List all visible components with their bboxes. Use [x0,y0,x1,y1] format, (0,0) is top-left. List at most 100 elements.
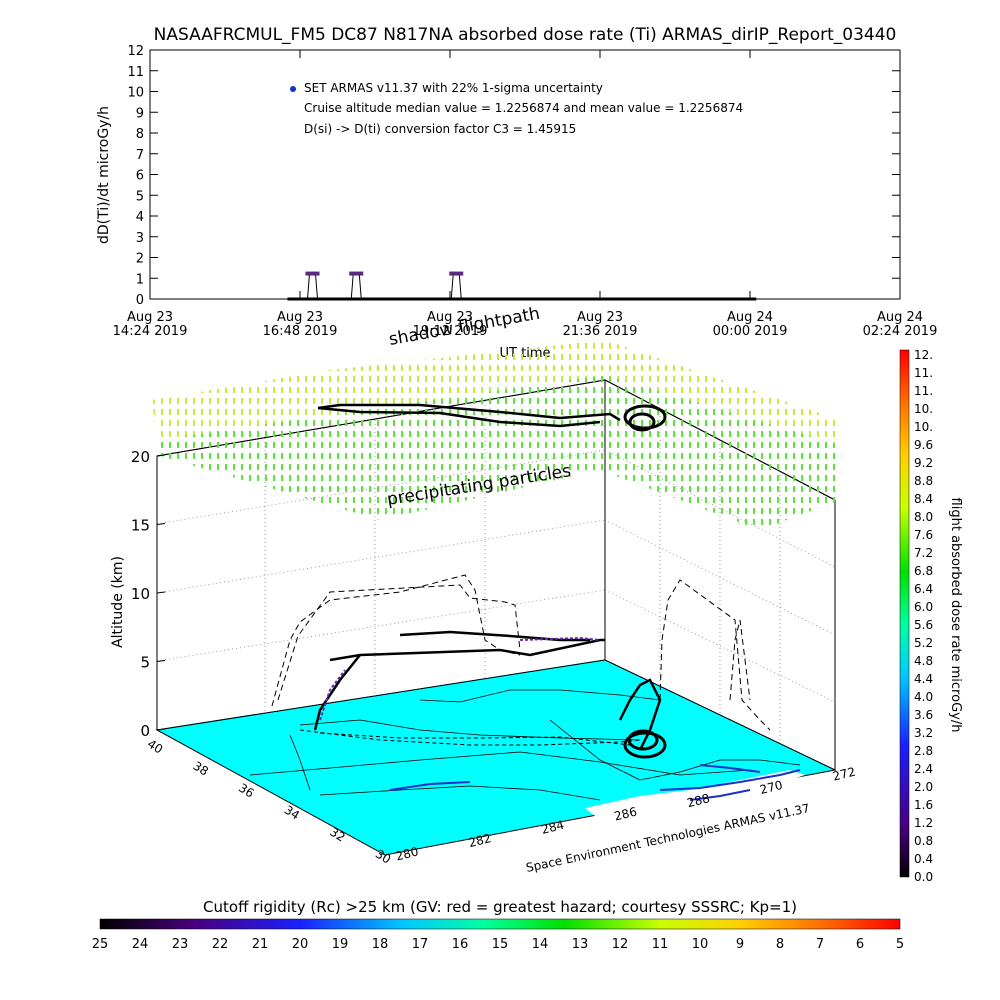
right-colorbar-tick: 10. [914,420,933,434]
right-colorbar-tick: 3.2 [914,726,933,740]
altitude-tick-mark [156,660,166,662]
right-colorbar-tick: 8.4 [914,492,933,506]
right-colorbar-tick: 10. [914,402,933,416]
altitude-tick-label: 15 [131,517,150,535]
right-colorbar-tick: 1.6 [914,798,933,812]
right-colorbar-ticks: 12. 11. 11. 10. 10. 9.6 9.2 8.8 8.4 8.0 7.6 7.2 6.8 6… [914,348,933,884]
right-colorbar-tick: 2.0 [914,780,933,794]
x-tick-date: Aug 23 [127,310,173,325]
y-tick-label: 8 [136,127,144,142]
map-outlines [249,689,801,801]
right-colorbar-tick: 5.2 [914,636,933,650]
bottom-colorbar-label: Cutoff rigidity (Rc) >25 km (GV: red = g… [203,898,797,916]
flightpath-holding-pattern [623,404,667,759]
bottom-colorbar-tick: 9 [736,937,744,952]
latitude-ticks: 40 38 36 34 32 30 [145,737,393,867]
right-colorbar-tick: 4.4 [914,672,933,686]
timeseries-y-label: dD(Ti)/dt microGy/h [96,106,112,244]
right-colorbar-tick: 0.0 [914,870,933,884]
y-tick-label: 9 [136,106,144,121]
altitude-axis-label: Altitude (km) [110,556,126,648]
longitude-tick-label: 284 [540,818,566,837]
bottom-colorbar-gradient [99,918,901,930]
latitude-tick-label: 36 [236,781,256,801]
figure-title: NASAAFRCMUL_FM5 DC87 N817NA absorbed dos… [154,25,897,45]
right-colorbar-tick: 2.8 [914,744,933,758]
x-tick-date: Aug 24 [877,310,923,325]
right-colorbar-tick: 12. [914,348,933,362]
y-tick-label: 1 [136,272,144,287]
bottom-colorbar-tick: 18 [372,937,389,952]
flightpath-purple-marks [319,636,601,721]
longitude-tick-label: 270 [758,778,784,797]
right-colorbar-label: flight absorbed dose rate microGy/h [948,498,963,733]
bottom-colorbar-tick: 23 [172,937,189,952]
x-tick-date: Aug 23 [277,310,323,325]
map-blue-features [389,764,801,801]
x-tick-date: Aug 23 [577,310,623,325]
bottom-colorbar-tick: 5 [896,937,904,952]
right-colorbar-tick: 4.8 [914,654,933,668]
y-tick-label: 3 [136,231,144,246]
bottom-colorbar: Cutoff rigidity (Rc) >25 km (GV: red = g… [92,898,904,952]
bottom-colorbar-tick: 17 [412,937,429,952]
latitude-tick-label: 38 [191,759,211,779]
longitude-tick-label: 280 [394,844,420,863]
y-tick-label: 7 [136,148,144,163]
right-colorbar-tick: 7.2 [914,546,933,560]
right-colorbar-tick: 2.4 [914,762,933,776]
x-tick-time: 00:00 2019 [713,324,788,339]
bottom-colorbar-tick: 24 [132,937,149,952]
right-colorbar-tick: 9.2 [914,456,933,470]
altitude-axis: 0 5 10 15 20 [131,448,166,740]
bottom-colorbar-tick: 10 [692,937,709,952]
bottom-colorbar-ticks: 25 24 23 22 21 20 19 18 17 16 15 14 13 12 11 10 9 8 7 6 5 [92,937,904,952]
dose-spike-line [450,273,462,300]
right-colorbar: 12. 11. 11. 10. 10. 9.6 9.2 8.8 8.4 8.0 7.6 7.2 6.8 6… [899,348,963,884]
right-colorbar-tick: 6.8 [914,564,933,578]
altitude-tick-label: 10 [131,585,150,603]
bottom-colorbar-tick: 8 [776,937,784,952]
bottom-colorbar-tick: 14 [532,937,549,952]
bottom-colorbar-tick: 21 [252,937,269,952]
precipitation-field-green [157,375,840,530]
precipitation-field-yellow [152,340,840,445]
latitude-tick-label: 32 [327,825,347,845]
map-surface [155,659,837,856]
y-tick-label: 5 [136,189,144,204]
right-colorbar-tick: 8.8 [914,474,933,488]
legend-marker [290,86,296,92]
annotation-line-2: Cruise altitude median value = 1.2256874… [304,101,743,115]
right-colorbar-tick: 9.6 [914,438,933,452]
bottom-colorbar-tick: 22 [212,937,229,952]
annotation-block: SET ARMAS v11.37 with 22% 1-sigma uncert… [290,81,743,136]
y-tick-label: 0 [136,293,144,308]
shadow-flightpath [271,574,771,731]
bottom-colorbar-tick: 15 [492,937,509,952]
altitude-tick-mark [156,454,166,457]
x-tick-time: 19:12 2019 [413,324,488,339]
bottom-colorbar-tick: 13 [572,937,589,952]
right-colorbar-tick: 0.4 [914,852,933,866]
right-colorbar-tick: 6.4 [914,582,933,596]
longitude-tick-label: 288 [686,791,712,810]
altitude-tick-label: 20 [131,448,150,466]
right-colorbar-tick: 3.6 [914,708,933,722]
ground-track [299,729,641,746]
y-tick-label: 2 [136,252,144,267]
map-ocean-patch [585,770,805,820]
right-colorbar-tick: 11. [914,384,933,398]
x-tick-date: Aug 24 [727,310,773,325]
annotation-line-3: D(si) -> D(ti) conversion factor C3 = 1.… [304,122,576,136]
y-tick-label: 12 [127,44,144,59]
bottom-colorbar-tick: 20 [292,937,309,952]
x-tick-time: 02:24 2019 [863,324,938,339]
bottom-colorbar-tick: 16 [452,937,469,952]
right-colorbar-tick: 1.2 [914,816,933,830]
timeseries-data [287,271,757,301]
right-colorbar-tick: 4.0 [914,690,933,704]
bottom-colorbar-tick: 7 [816,937,824,952]
